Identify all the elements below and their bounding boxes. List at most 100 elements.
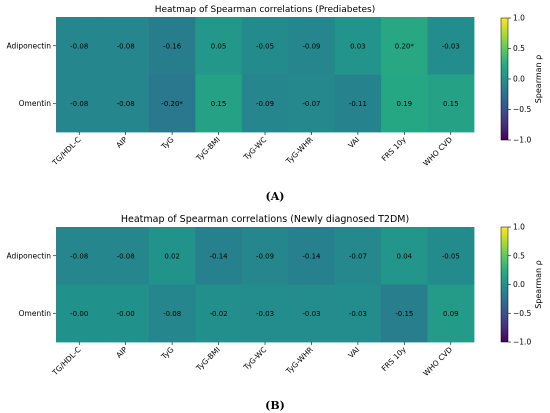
cell-value-label: 0.15	[443, 100, 459, 108]
heatmap-panel-b: Heatmap of Spearman correlations (Newly …	[7, 214, 543, 378]
colorbar-tick-label: 0.0	[513, 75, 525, 84]
cell-value-label: 0.04	[397, 252, 413, 260]
heatmap-cell	[102, 74, 150, 133]
heatmap-cell	[241, 227, 289, 285]
cell-value-label: 0.02	[164, 252, 180, 260]
cell-value-label: -0.02	[209, 310, 227, 318]
cell-value-label: -0.05	[256, 42, 274, 50]
heatmap-cell	[334, 74, 382, 133]
cell-value-label: -0.03	[256, 310, 274, 318]
cell-value-label: -0.08	[70, 42, 88, 50]
cell-value-label: -0.08	[70, 100, 88, 108]
heatmap-cell	[381, 284, 428, 343]
x-tick-label: TG/HDL-C	[50, 345, 83, 378]
x-tick-label: TyG-BMI	[194, 345, 222, 373]
cell-value-label: -0.03	[442, 42, 460, 50]
caption-a: (A)	[265, 190, 285, 203]
x-tick-label: AIP	[114, 135, 129, 150]
heatmap-cell	[56, 227, 103, 285]
y-tick-label: Omentin	[19, 309, 52, 318]
x-tick-label: AIP	[114, 345, 129, 360]
cell-value-label: -0.08	[117, 100, 135, 108]
cell-value-label: -0.05	[442, 252, 460, 260]
heatmap-cell	[102, 17, 150, 75]
heatmap-cell	[427, 284, 475, 343]
heatmap-cell	[148, 74, 196, 133]
cell-value-label: -0.09	[256, 252, 274, 260]
cell-value-label: -0.14	[209, 252, 228, 260]
heatmap-cell	[288, 17, 336, 75]
x-tick-label: TyG	[159, 345, 176, 362]
cell-value-label: -0.08	[117, 252, 135, 260]
cell-value-label: 0.19	[397, 100, 413, 108]
colorbar-tick-label: 0.5	[513, 44, 525, 53]
x-tick-label: FRS 10y	[380, 345, 408, 373]
x-tick-label: TyG-WHR	[284, 345, 315, 376]
x-tick-label: TyG-BMI	[194, 135, 222, 163]
heatmap-cell	[195, 17, 243, 75]
heatmap-cell	[381, 227, 428, 285]
cell-value-label: 0.15	[211, 100, 227, 108]
cell-value-label: -0.09	[302, 42, 320, 50]
heatmap-cell	[195, 284, 243, 343]
x-tick-label: VAI	[346, 345, 361, 360]
cell-value-label: -0.07	[302, 100, 320, 108]
colorbar-tick-label: 0.0	[513, 280, 525, 289]
colorbar-label: Spearman ρ	[534, 55, 543, 104]
colorbar-tick-label: 0.5	[513, 251, 525, 260]
heatmap-cell	[148, 227, 196, 285]
x-tick-label: TyG-WHR	[284, 135, 315, 166]
heatmap-panel-a: Heatmap of Spearman correlations (Predia…	[7, 5, 543, 168]
cell-value-label: -0.08	[117, 42, 135, 50]
cell-value-label: -0.14	[302, 252, 321, 260]
cell-value-label: -0.08	[70, 252, 88, 260]
x-tick-label: TyG-WC	[241, 345, 268, 372]
colorbar	[500, 226, 509, 343]
cell-value-label: -0.00	[70, 310, 88, 318]
heatmap-cell	[241, 74, 289, 133]
heatmap-cell	[427, 17, 475, 75]
colorbar-tick-label: −0.5	[513, 105, 531, 114]
cell-value-label: 0.09	[443, 310, 459, 318]
heatmap-cell	[102, 227, 150, 285]
heatmap-cell	[427, 74, 475, 133]
cell-value-label: -0.03	[349, 310, 367, 318]
heatmap-cell	[56, 284, 103, 343]
heatmap-cell	[148, 17, 196, 75]
x-tick-label: FRS 10y	[380, 135, 408, 163]
x-tick-label: WHO CVD	[421, 345, 454, 378]
colorbar	[500, 17, 509, 141]
chart-title: Heatmap of Spearman correlations (Predia…	[155, 5, 376, 15]
cell-value-label: -0.07	[349, 252, 367, 260]
x-tick-label: VAI	[346, 135, 361, 150]
cell-value-label: -0.20*	[161, 100, 183, 108]
heatmap-cell	[381, 17, 428, 75]
x-tick-label: TG/HDL-C	[50, 135, 83, 168]
cell-value-label: -0.08	[163, 310, 181, 318]
heatmap-cell	[288, 227, 336, 285]
colorbar-label: Spearman ρ	[534, 260, 543, 309]
cell-value-label: 0.20*	[395, 42, 415, 50]
cell-value-label: -0.15	[395, 310, 413, 318]
x-tick-label: TyG-WC	[241, 135, 268, 162]
colorbar-tick-label: −0.5	[513, 309, 531, 318]
y-tick-label: Omentin	[19, 99, 52, 108]
heatmap-cell	[334, 284, 382, 343]
heatmap-cell	[241, 284, 289, 343]
cell-value-label: -0.00	[117, 310, 135, 318]
cell-value-label: 0.03	[350, 42, 366, 50]
heatmap-cell	[427, 227, 475, 285]
colorbar-tick-label: −1.0	[513, 136, 531, 145]
cell-value-label: -0.09	[256, 100, 274, 108]
cell-value-label: 0.05	[211, 42, 227, 50]
cell-value-label: -0.16	[163, 42, 182, 50]
heatmap-cell	[195, 74, 243, 133]
heatmap-cell	[334, 17, 382, 75]
y-tick-label: Adiponectin	[7, 251, 52, 260]
heatmap-cell	[195, 227, 243, 285]
colorbar-tick-label: 1.0	[513, 223, 525, 232]
x-tick-label: TyG	[159, 135, 176, 152]
cell-value-label: -0.11	[349, 100, 367, 108]
y-tick-label: Adiponectin	[7, 41, 52, 50]
heatmap-cell	[56, 17, 103, 75]
